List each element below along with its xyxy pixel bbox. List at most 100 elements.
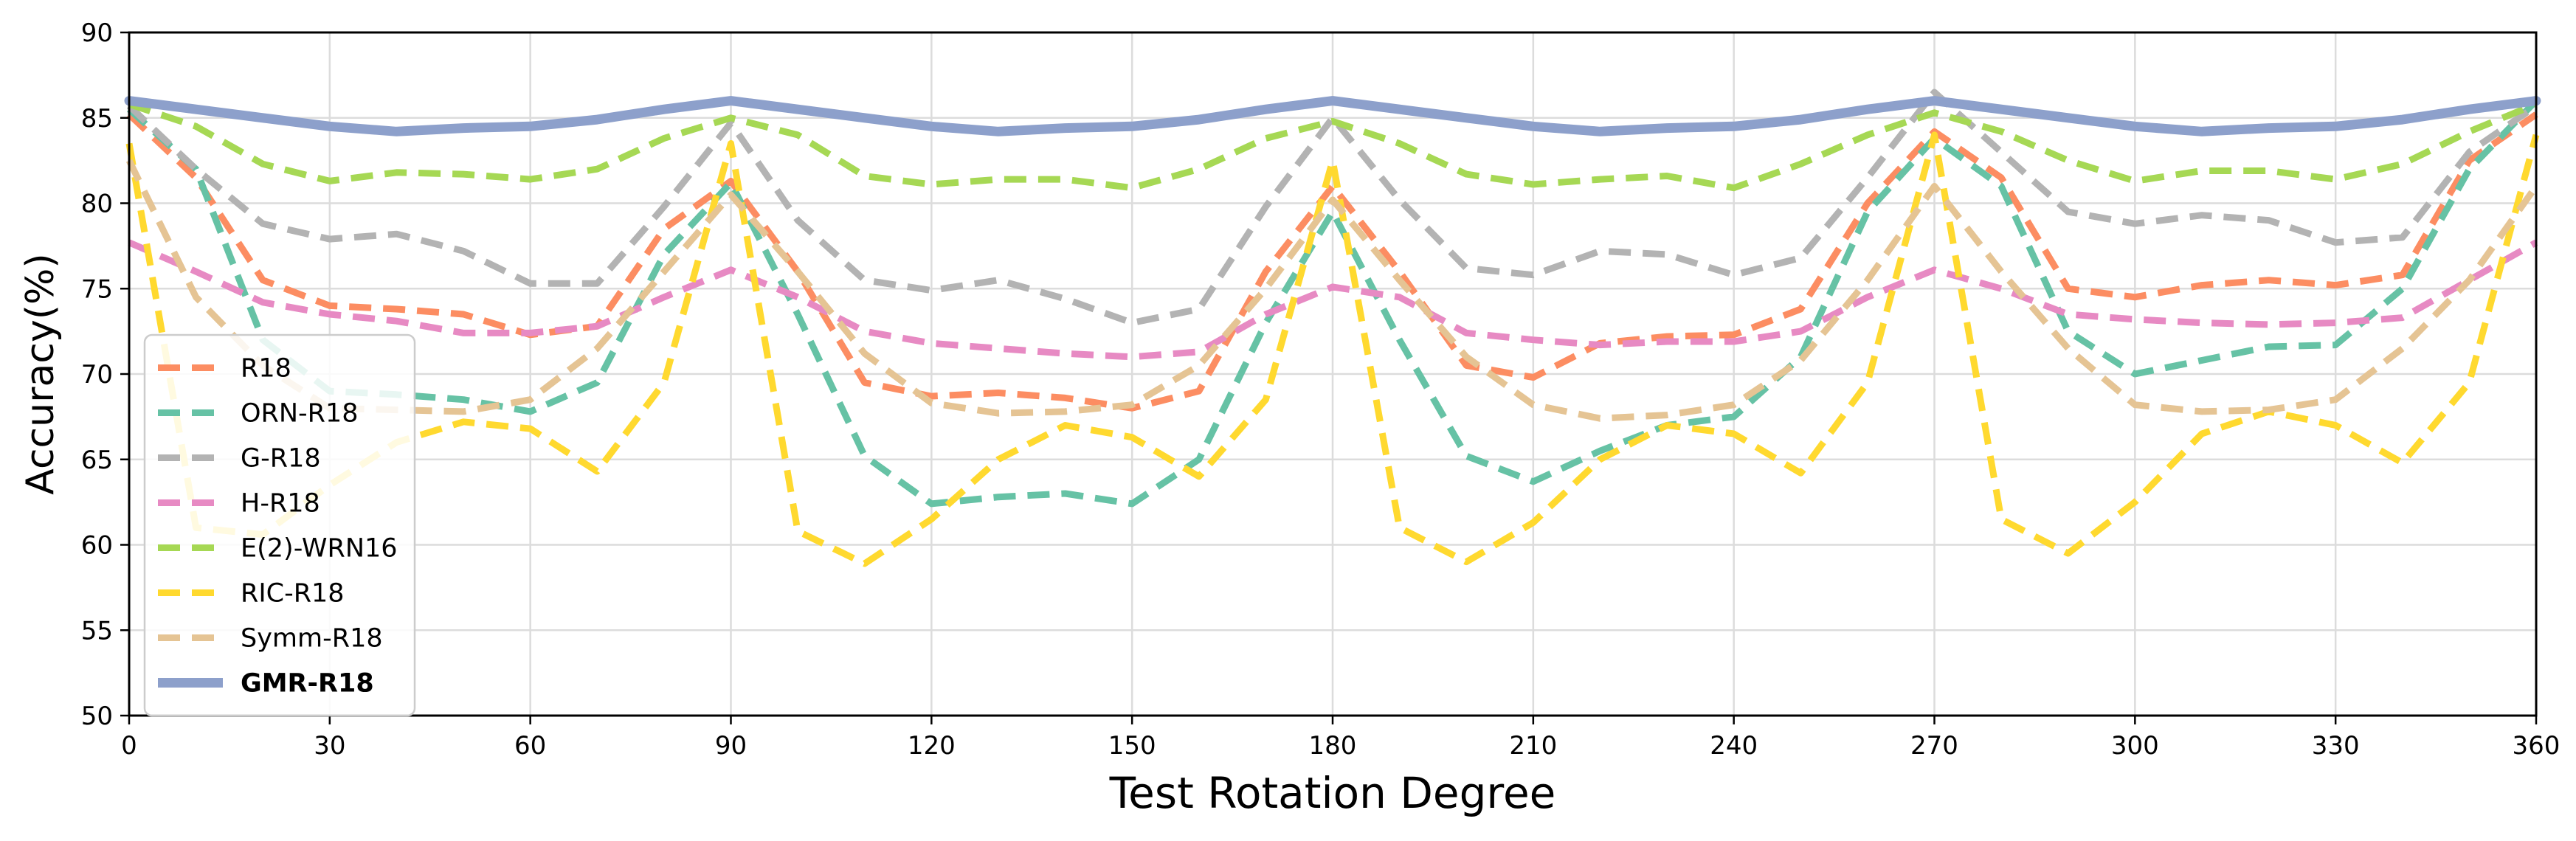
data-point bbox=[1399, 297, 1401, 298]
data-point bbox=[1332, 211, 1333, 212]
data-point bbox=[1800, 308, 1801, 310]
data-point bbox=[2000, 288, 2002, 289]
data-point bbox=[797, 134, 798, 136]
data-point bbox=[1867, 134, 1868, 136]
data-point bbox=[196, 271, 197, 272]
data-point bbox=[530, 125, 531, 127]
data-point bbox=[196, 125, 197, 127]
legend-label: RIC-R18 bbox=[241, 579, 345, 609]
x-tick-label: 330 bbox=[2312, 731, 2360, 761]
data-point bbox=[864, 330, 866, 332]
data-point bbox=[2201, 359, 2203, 361]
x-tick-label: 0 bbox=[121, 731, 137, 761]
data-point bbox=[262, 163, 263, 165]
data-point bbox=[1733, 187, 1735, 189]
data-point bbox=[2402, 462, 2403, 463]
data-point bbox=[797, 108, 798, 110]
data-point bbox=[2134, 319, 2135, 320]
data-point bbox=[1599, 250, 1600, 252]
y-tick-label: 85 bbox=[81, 104, 113, 134]
data-point bbox=[2268, 409, 2270, 411]
legend-entry: Symm-R18 bbox=[158, 624, 383, 654]
data-point bbox=[2468, 160, 2470, 162]
data-point bbox=[1332, 120, 1333, 122]
data-point bbox=[930, 184, 932, 185]
data-point bbox=[2468, 280, 2470, 281]
data-point bbox=[596, 471, 598, 472]
y-tick-label: 55 bbox=[81, 616, 113, 646]
data-point bbox=[1265, 288, 1266, 289]
data-point bbox=[1198, 168, 1200, 170]
data-point bbox=[864, 455, 866, 457]
data-point bbox=[1533, 339, 1534, 341]
x-tick-label: 210 bbox=[1509, 731, 1557, 761]
data-point bbox=[1065, 128, 1066, 129]
data-point bbox=[2134, 502, 2135, 503]
data-point bbox=[998, 347, 999, 349]
data-point bbox=[930, 503, 932, 505]
legend: R18 ORN-R18 G-R18 H-R18 E(2)-WRN16 RIC-R18 Sym… bbox=[143, 333, 416, 717]
series-line-symm-r18 bbox=[125, 159, 2539, 422]
data-point bbox=[1934, 134, 1936, 136]
data-point bbox=[1666, 341, 1668, 342]
data-point bbox=[998, 131, 999, 132]
data-point bbox=[196, 177, 197, 179]
data-point bbox=[1934, 112, 1936, 114]
data-point bbox=[1733, 125, 1735, 127]
data-point bbox=[1733, 404, 1735, 406]
series-line-e-2-wrn16 bbox=[128, 100, 2538, 192]
data-point bbox=[463, 250, 464, 252]
data-point bbox=[1465, 117, 1467, 119]
data-point bbox=[463, 128, 464, 129]
data-point bbox=[1265, 399, 1266, 401]
data-point bbox=[2335, 424, 2336, 426]
data-point bbox=[864, 175, 866, 176]
data-point bbox=[1198, 390, 1200, 392]
data-point bbox=[1265, 108, 1266, 110]
data-point bbox=[1065, 353, 1066, 354]
series-line-ric-r18 bbox=[125, 131, 2540, 567]
data-point bbox=[196, 108, 197, 110]
data-point bbox=[1332, 100, 1333, 102]
data-point bbox=[731, 182, 732, 184]
x-tick-label: 360 bbox=[2513, 731, 2561, 761]
data-point bbox=[596, 347, 598, 349]
data-point bbox=[596, 382, 598, 384]
data-point bbox=[1265, 271, 1266, 272]
data-point bbox=[1800, 330, 1801, 332]
data-point bbox=[1399, 142, 1401, 144]
data-point bbox=[396, 233, 397, 235]
data-point bbox=[463, 411, 464, 412]
data-point bbox=[1465, 332, 1467, 333]
data-point bbox=[797, 314, 798, 315]
data-point bbox=[1733, 341, 1735, 342]
data-point bbox=[2000, 177, 2002, 179]
data-point bbox=[1733, 334, 1735, 336]
x-tick-label: 300 bbox=[2111, 731, 2159, 761]
data-point bbox=[2335, 399, 2336, 401]
data-point bbox=[2201, 215, 2203, 216]
data-point bbox=[2402, 237, 2403, 238]
data-point bbox=[596, 325, 598, 327]
data-point bbox=[1599, 418, 1600, 419]
data-point bbox=[1332, 286, 1333, 288]
data-point bbox=[864, 280, 866, 281]
data-point bbox=[2000, 185, 2002, 187]
data-point bbox=[998, 459, 999, 460]
data-point bbox=[2402, 274, 2403, 276]
legend-label: H-R18 bbox=[241, 489, 320, 519]
data-point bbox=[262, 280, 263, 281]
y-tick-label: 75 bbox=[81, 274, 113, 304]
data-point bbox=[1800, 472, 1801, 474]
data-point bbox=[596, 168, 598, 170]
data-point bbox=[1065, 424, 1066, 426]
data-point bbox=[1399, 339, 1401, 341]
data-point bbox=[1131, 187, 1133, 189]
data-point bbox=[1198, 351, 1200, 353]
data-point bbox=[2468, 108, 2470, 110]
data-point bbox=[2402, 119, 2403, 120]
data-point bbox=[1733, 433, 1735, 435]
y-tick-label: 90 bbox=[81, 18, 113, 48]
data-point bbox=[731, 122, 732, 124]
